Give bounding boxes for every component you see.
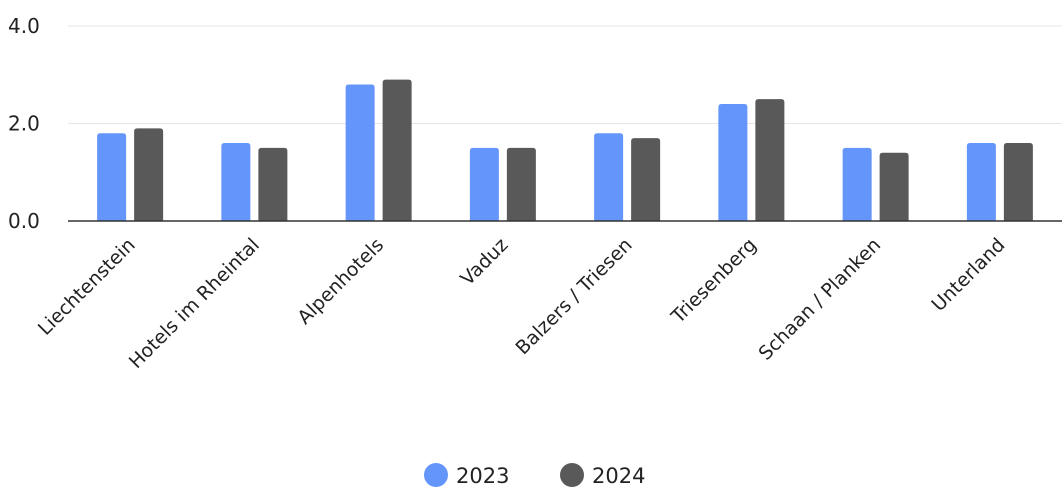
x-category-label: Vaduz	[456, 234, 512, 290]
bar-2023-7	[966, 143, 996, 221]
legend-swatch	[560, 463, 584, 487]
bar-2024-4	[631, 138, 661, 221]
gridlines	[68, 25, 1062, 124]
legend: 2023 2024	[424, 463, 645, 488]
y-axis-ticks: 0.0 2.0 4.0	[8, 14, 40, 233]
bar-2024-1	[258, 147, 288, 221]
bar-2023-6	[842, 147, 872, 221]
y-tick-label: 4.0	[8, 14, 40, 38]
x-category-label: Schaan / Planken	[754, 234, 885, 365]
x-category-label: Unterland	[927, 234, 1009, 316]
bar-2024-3	[506, 147, 536, 221]
x-category-label: Hotels im Rheintal	[125, 234, 264, 373]
bar-2023-4	[594, 133, 624, 221]
x-category-label: Triesenberg	[667, 234, 761, 328]
legend-label: 2024	[592, 464, 645, 488]
bar-2023-1	[221, 143, 251, 221]
y-tick-label: 2.0	[8, 112, 40, 136]
bar-2023-0	[97, 133, 127, 221]
bar-2024-0	[134, 128, 164, 221]
y-tick-label: 0.0	[8, 209, 40, 233]
bar-2024-7	[1003, 143, 1033, 221]
bar-2024-2	[382, 79, 412, 221]
legend-label: 2023	[456, 464, 509, 488]
bar-2023-3	[469, 147, 499, 221]
bar-2024-6	[879, 152, 909, 221]
bar-2023-5	[718, 104, 748, 221]
bars	[97, 79, 1033, 221]
legend-swatch	[424, 463, 448, 487]
bar-2023-2	[345, 84, 375, 221]
x-category-label: Alpenhotels	[293, 234, 388, 329]
x-category-label: Liechtenstein	[34, 234, 140, 340]
bar-2024-5	[755, 99, 785, 221]
x-category-label: Balzers / Triesen	[511, 234, 636, 359]
